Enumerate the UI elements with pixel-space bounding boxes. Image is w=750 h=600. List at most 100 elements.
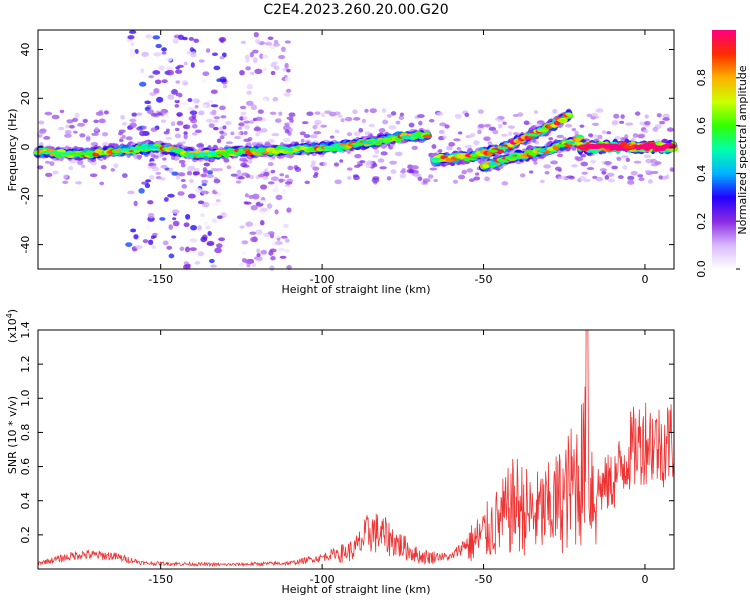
spectrogram-noise-blob: [284, 62, 289, 69]
spectrogram-noise-blob: [444, 124, 450, 129]
spectrogram-noise-blob: [203, 220, 209, 227]
spectrogram-noise-blob: [353, 164, 361, 168]
spectrogram-noise-blob: [165, 136, 173, 141]
spectrogram-noise-blob: [477, 129, 482, 135]
spectrogram-noise-blob: [637, 174, 644, 178]
spectrogram-noise-blob: [306, 111, 314, 116]
spectrogram-noise-blob: [422, 180, 428, 184]
colorbar-tick-label: 0.2: [695, 212, 708, 230]
spectrogram-noise-blob: [283, 92, 291, 97]
spectrogram-noise-blob: [256, 248, 261, 254]
spectrogram-noise-blob: [533, 161, 538, 165]
spectrogram-noise-blob: [249, 231, 257, 235]
spectrogram-noise-blob: [221, 52, 227, 58]
spectrogram-ridge-core: [556, 143, 566, 148]
spectrogram-noise-blob: [633, 160, 642, 164]
spectrogram-noise-blob: [174, 133, 181, 139]
spectrogram-ridge-core: [52, 151, 63, 155]
spectrogram-noise-blob: [270, 176, 279, 182]
spectrogram-noise-blob: [650, 158, 658, 164]
spectrogram-noise-blob: [195, 171, 200, 176]
spectrogram-noise-blob: [644, 114, 649, 119]
spectrogram-noise-blob: [312, 166, 320, 171]
spectrogram-noise-blob: [580, 153, 587, 158]
spectrogram-noise-blob: [216, 78, 222, 83]
spectrogram-noise-blob: [207, 170, 213, 175]
spectrogram-noise-blob: [374, 149, 380, 154]
spectrogram-noise-blob: [136, 112, 143, 116]
spectrogram-noise-blob: [177, 113, 182, 117]
spectrogram-noise-blob: [278, 111, 283, 116]
spectrogram-noise-blob: [129, 122, 137, 128]
spectrogram-noise-blob: [85, 136, 91, 142]
spectrogram-noise-blob: [401, 167, 406, 172]
spectrogram-noise-blob: [627, 175, 635, 181]
spectrogram-noise-blob: [219, 105, 226, 111]
spectrogram-noise-blob: [121, 173, 128, 178]
snr-y-tick-label: 1.0: [19, 390, 32, 408]
spectrogram-noise-blob: [487, 141, 493, 146]
spectrogram-ridge-core: [237, 150, 246, 154]
spectrogram-noise-blob: [324, 110, 332, 114]
spectrogram-noise-blob: [271, 133, 280, 137]
snr-y-ticks: 0.2 0.4 0.6 0.8 1.0 1.2 1.4: [19, 321, 674, 544]
spectrogram-noise-blob: [253, 126, 262, 132]
spectrogram-noise-blob: [194, 104, 199, 109]
spectrogram-noise-blob: [255, 116, 263, 122]
spectrogram-noise-blob: [172, 209, 180, 215]
spectrogram-x-tick-label: -150: [148, 273, 173, 286]
spectrogram-noise-blob: [446, 145, 453, 151]
spectrogram-noise-blob: [283, 80, 291, 85]
spectrogram-noise-blob: [571, 164, 578, 168]
spectrogram-noise-blob: [270, 256, 276, 261]
spectrogram-noise-blob: [79, 133, 86, 138]
spectrogram-noise-blob: [189, 110, 198, 115]
spectrogram-noise-blob: [118, 138, 124, 143]
spectrogram-noise-blob: [606, 131, 612, 135]
spectrogram-noise-blob: [670, 168, 675, 172]
spectrogram-noise-blob: [507, 125, 515, 129]
spectrogram-noise-blob: [139, 81, 147, 87]
spectrogram-noise-blob: [148, 162, 154, 166]
spectrogram-noise-blob: [239, 105, 247, 110]
spectrogram-noise-blob: [200, 236, 208, 243]
spectrogram-noise-blob: [201, 179, 208, 184]
spectrogram-noise-blob: [163, 114, 171, 119]
spectrogram-ridge-core: [487, 162, 499, 166]
spectrogram-noise-blob: [226, 165, 232, 170]
spectrogram-noise-blob: [218, 237, 226, 242]
spectrogram-noise-blob: [358, 127, 364, 133]
spectrogram-noise-blob: [147, 109, 155, 115]
spectrogram-noise-blob: [180, 178, 186, 183]
spectrogram-noise-blob: [457, 174, 466, 180]
colorbar-ticks: 0.0 0.2 0.4 0.6 0.8: [695, 69, 740, 278]
spectrogram-noise-blob: [225, 120, 232, 126]
spectrogram-noise-blob: [611, 165, 619, 170]
spectrogram-noise-blob: [464, 144, 473, 149]
snr-x-tick-label: 0: [641, 573, 648, 586]
spectrogram-ridge-core: [215, 151, 229, 155]
snr-y-tick-label: 0.8: [19, 424, 32, 442]
spectrogram-noise-blob: [91, 132, 99, 137]
spectrogram-noise-blob: [186, 50, 192, 55]
spectrogram-noise-blob: [174, 99, 180, 104]
spectrogram-noise-blob: [575, 156, 584, 162]
spectrogram-noise-blob: [49, 161, 55, 166]
spectrogram-noise-blob: [625, 122, 634, 126]
spectrogram-noise-blob: [201, 79, 208, 83]
spectrogram-noise-blob: [197, 200, 205, 205]
spectrogram-noise-blob: [214, 202, 219, 206]
spectrogram-noise-blob: [202, 167, 208, 172]
spectrogram-noise-blob: [259, 220, 265, 226]
spectrogram-noise-blob: [274, 118, 282, 123]
spectrogram-ridge-core: [575, 145, 586, 149]
spectrogram-ridge-blob: [422, 134, 433, 139]
spectrogram-noise-blob: [240, 40, 247, 45]
spectrogram-noise-blob: [461, 169, 467, 175]
spectrogram-noise-blob: [243, 130, 248, 135]
spectrogram-noise-blob: [190, 224, 198, 231]
spectrogram-noise-blob: [152, 70, 161, 75]
spectrogram-noise-blob: [294, 167, 302, 172]
spectrogram-noise-blob: [483, 136, 491, 142]
spectrogram-noise-blob: [152, 35, 161, 40]
